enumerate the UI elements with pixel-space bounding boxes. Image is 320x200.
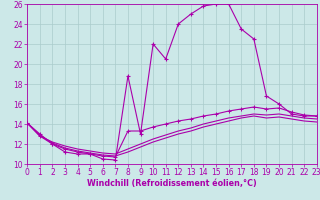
X-axis label: Windchill (Refroidissement éolien,°C): Windchill (Refroidissement éolien,°C)	[87, 179, 257, 188]
